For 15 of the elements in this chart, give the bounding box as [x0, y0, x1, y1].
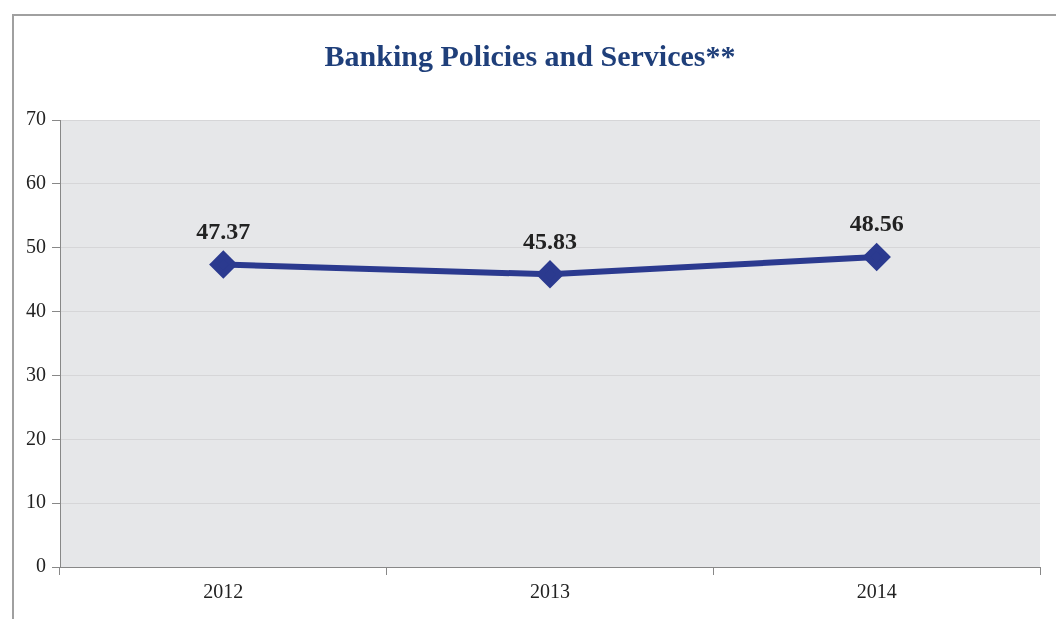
data-label: 48.56: [849, 210, 904, 237]
x-tick-label: 2013: [530, 580, 570, 603]
y-tick-label: 20: [26, 426, 46, 449]
data-label: 45.83: [523, 227, 577, 254]
y-tick-label: 50: [26, 234, 46, 257]
y-tick-label: 40: [26, 298, 46, 321]
y-tick-label: 0: [36, 554, 46, 577]
x-tick-label: 2012: [203, 580, 244, 603]
y-tick-label: 30: [26, 362, 46, 385]
x-tick-label: 2014: [856, 580, 897, 603]
y-tick-label: 70: [26, 107, 46, 130]
data-label: 47.37: [196, 217, 251, 244]
y-tick-label: 60: [26, 171, 46, 194]
chart-title: Banking Policies and Services**: [324, 38, 736, 72]
y-tick-label: 10: [26, 490, 46, 513]
